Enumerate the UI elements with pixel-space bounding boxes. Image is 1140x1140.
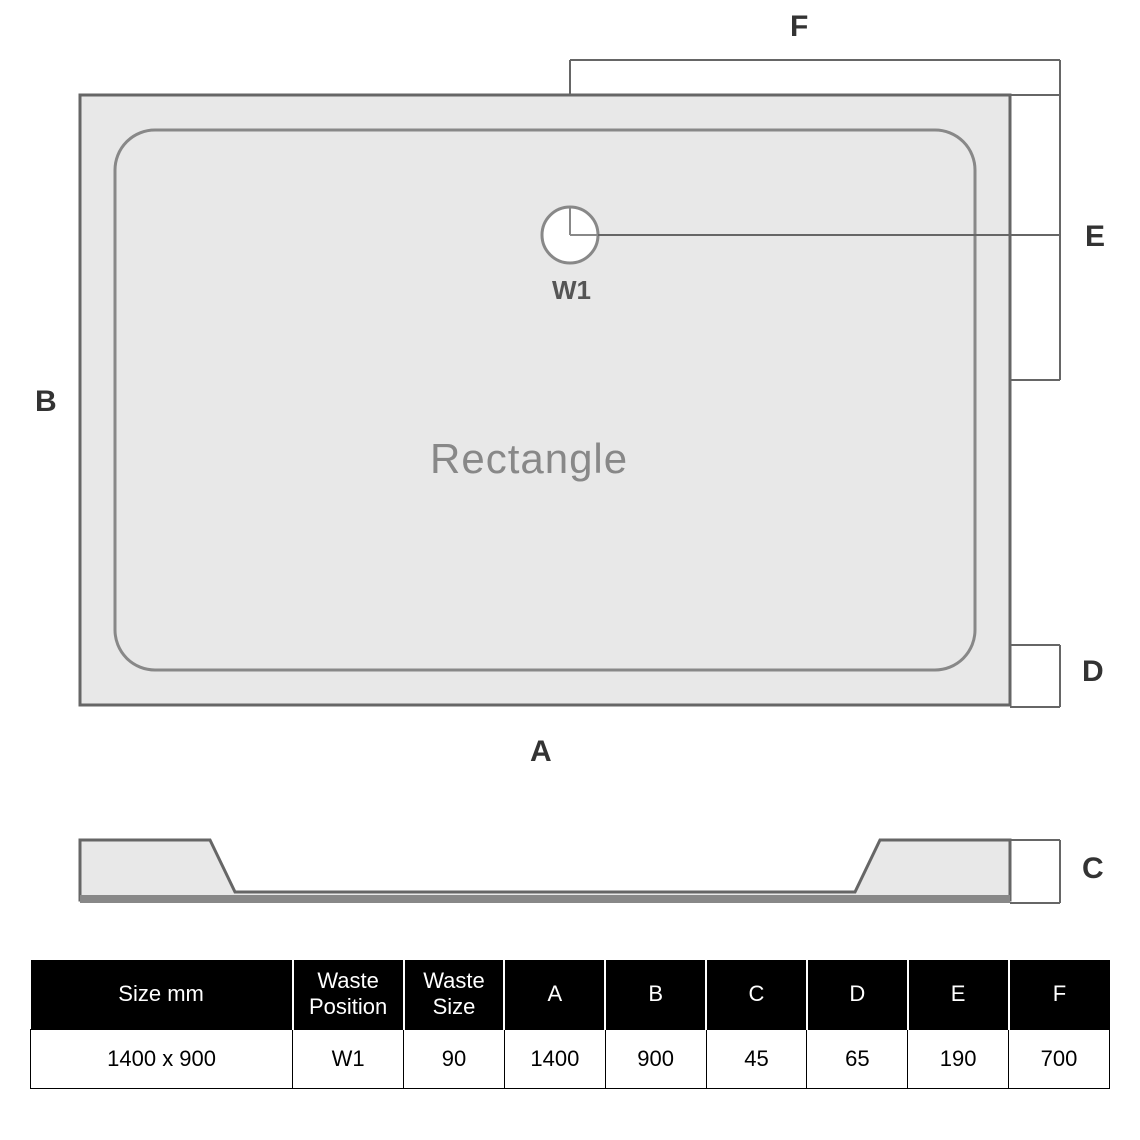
col-f: F bbox=[1009, 960, 1110, 1029]
dim-c-bracket bbox=[1010, 840, 1060, 903]
dim-label-d: D bbox=[1082, 655, 1104, 689]
dim-d-bracket bbox=[1010, 645, 1060, 707]
col-size: Size mm bbox=[31, 960, 293, 1029]
col-b: B bbox=[605, 960, 706, 1029]
col-a: A bbox=[504, 960, 605, 1029]
cell-b: 900 bbox=[605, 1029, 706, 1088]
dim-e-bracket bbox=[1010, 95, 1060, 380]
cell-wpos: W1 bbox=[293, 1029, 404, 1088]
table-header-row: Size mm Waste Position Waste Size A B C … bbox=[31, 960, 1110, 1029]
cell-e: 190 bbox=[908, 1029, 1009, 1088]
cell-a: 1400 bbox=[504, 1029, 605, 1088]
dimension-table: Size mm Waste Position Waste Size A B C … bbox=[30, 960, 1110, 1089]
cell-d: 65 bbox=[807, 1029, 908, 1088]
dim-label-f: F bbox=[790, 10, 808, 44]
col-d: D bbox=[807, 960, 908, 1029]
col-c: C bbox=[706, 960, 807, 1029]
col-wpos: Waste Position bbox=[293, 960, 404, 1029]
inner-tray bbox=[115, 130, 975, 670]
dim-label-c: C bbox=[1082, 852, 1104, 886]
cell-size: 1400 x 900 bbox=[31, 1029, 293, 1088]
table-row: 1400 x 900 W1 90 1400 900 45 65 190 700 bbox=[31, 1029, 1110, 1088]
dim-label-b: B bbox=[35, 385, 57, 419]
dim-label-e: E bbox=[1085, 220, 1105, 254]
col-e: E bbox=[908, 960, 1009, 1029]
shape-label: Rectangle bbox=[430, 435, 628, 483]
dim-f-bracket bbox=[570, 60, 1060, 95]
dim-label-a: A bbox=[530, 735, 552, 769]
waste-label: W1 bbox=[552, 275, 591, 306]
cell-c: 45 bbox=[706, 1029, 807, 1088]
cell-wsize: 90 bbox=[404, 1029, 505, 1088]
col-wsize: Waste Size bbox=[404, 960, 505, 1029]
cell-f: 700 bbox=[1009, 1029, 1110, 1088]
side-profile bbox=[80, 840, 1010, 903]
